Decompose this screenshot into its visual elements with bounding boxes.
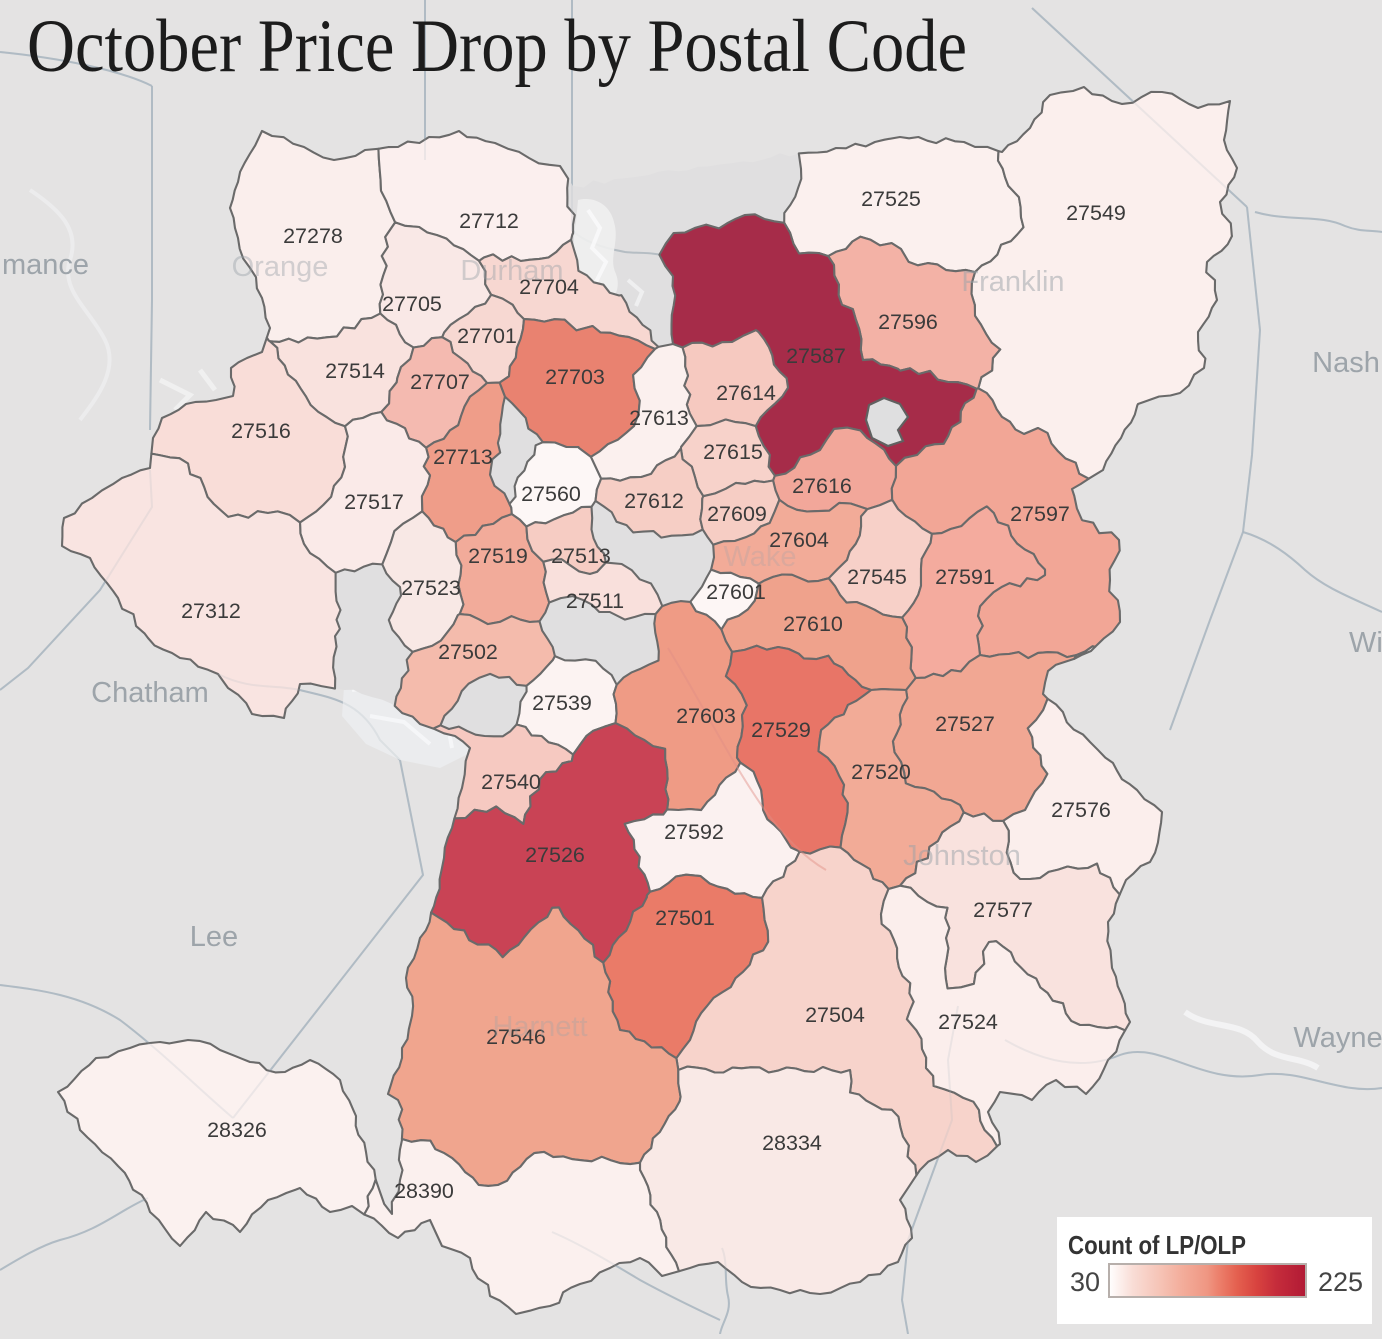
svg-text:27603: 27603 xyxy=(676,704,736,728)
svg-text:27560: 27560 xyxy=(521,482,581,506)
svg-text:Nash: Nash xyxy=(1312,347,1380,379)
svg-text:27587: 27587 xyxy=(786,344,846,368)
svg-text:27519: 27519 xyxy=(468,544,528,568)
svg-text:27604: 27604 xyxy=(769,528,829,552)
svg-text:27501: 27501 xyxy=(655,906,715,930)
svg-text:Franklin: Franklin xyxy=(961,266,1064,298)
svg-text:27713: 27713 xyxy=(433,445,493,469)
svg-text:28390: 28390 xyxy=(394,1179,454,1203)
svg-text:27596: 27596 xyxy=(878,310,938,334)
svg-text:Chatham: Chatham xyxy=(91,677,209,709)
svg-text:27591: 27591 xyxy=(935,565,995,589)
svg-text:Durham: Durham xyxy=(460,255,563,287)
svg-text:Wilson: Wilson xyxy=(1349,627,1382,659)
svg-text:27703: 27703 xyxy=(545,365,605,389)
svg-text:27597: 27597 xyxy=(1010,502,1070,526)
svg-text:27513: 27513 xyxy=(551,544,611,568)
svg-text:28334: 28334 xyxy=(762,1131,822,1155)
svg-text:27615: 27615 xyxy=(703,440,763,464)
svg-text:27539: 27539 xyxy=(532,691,592,715)
svg-text:Johnston: Johnston xyxy=(903,840,1021,872)
svg-text:October Price Drop by Postal C: October Price Drop by Postal Code xyxy=(27,5,967,88)
svg-text:27529: 27529 xyxy=(751,718,811,742)
svg-text:Orange: Orange xyxy=(232,251,329,283)
svg-text:27546: 27546 xyxy=(486,1025,546,1049)
svg-text:27511: 27511 xyxy=(566,589,624,613)
svg-text:27601: 27601 xyxy=(706,580,766,604)
svg-text:mance: mance xyxy=(2,249,89,281)
svg-text:27520: 27520 xyxy=(851,760,911,784)
svg-text:27609: 27609 xyxy=(707,502,767,526)
svg-text:27712: 27712 xyxy=(459,209,519,233)
svg-text:27592: 27592 xyxy=(664,820,724,844)
svg-text:225: 225 xyxy=(1318,1267,1363,1297)
svg-text:27545: 27545 xyxy=(847,565,907,589)
svg-text:27312: 27312 xyxy=(181,599,241,623)
svg-text:27616: 27616 xyxy=(792,474,852,498)
svg-text:27504: 27504 xyxy=(805,1003,865,1027)
svg-text:27517: 27517 xyxy=(344,490,404,514)
svg-text:Harnett: Harnett xyxy=(492,1011,587,1043)
svg-text:27523: 27523 xyxy=(401,576,461,600)
svg-text:27701: 27701 xyxy=(457,324,517,348)
svg-text:27705: 27705 xyxy=(382,292,442,316)
svg-text:27614: 27614 xyxy=(716,381,776,405)
svg-text:Wayne: Wayne xyxy=(1293,1022,1382,1054)
svg-text:27540: 27540 xyxy=(481,770,541,794)
svg-text:27612: 27612 xyxy=(624,489,684,513)
svg-text:Wake: Wake xyxy=(723,541,796,573)
svg-text:27707: 27707 xyxy=(410,370,470,394)
svg-text:27613: 27613 xyxy=(629,406,689,430)
svg-text:27549: 27549 xyxy=(1066,201,1126,225)
svg-text:27502: 27502 xyxy=(438,640,498,664)
svg-text:27514: 27514 xyxy=(325,359,385,383)
svg-text:27577: 27577 xyxy=(973,898,1033,922)
svg-text:27516: 27516 xyxy=(231,419,291,443)
svg-text:27525: 27525 xyxy=(861,187,921,211)
svg-text:30: 30 xyxy=(1070,1267,1100,1297)
svg-text:27576: 27576 xyxy=(1051,798,1111,822)
svg-text:27278: 27278 xyxy=(283,224,343,248)
svg-text:27526: 27526 xyxy=(525,843,585,867)
svg-text:27527: 27527 xyxy=(935,712,995,736)
svg-text:27524: 27524 xyxy=(938,1010,998,1034)
svg-text:27704: 27704 xyxy=(519,275,579,299)
svg-text:Count of LP/OLP: Count of LP/OLP xyxy=(1068,1230,1246,1260)
svg-text:27610: 27610 xyxy=(783,612,843,636)
svg-text:Lee: Lee xyxy=(190,921,238,953)
svg-text:28326: 28326 xyxy=(207,1118,267,1142)
